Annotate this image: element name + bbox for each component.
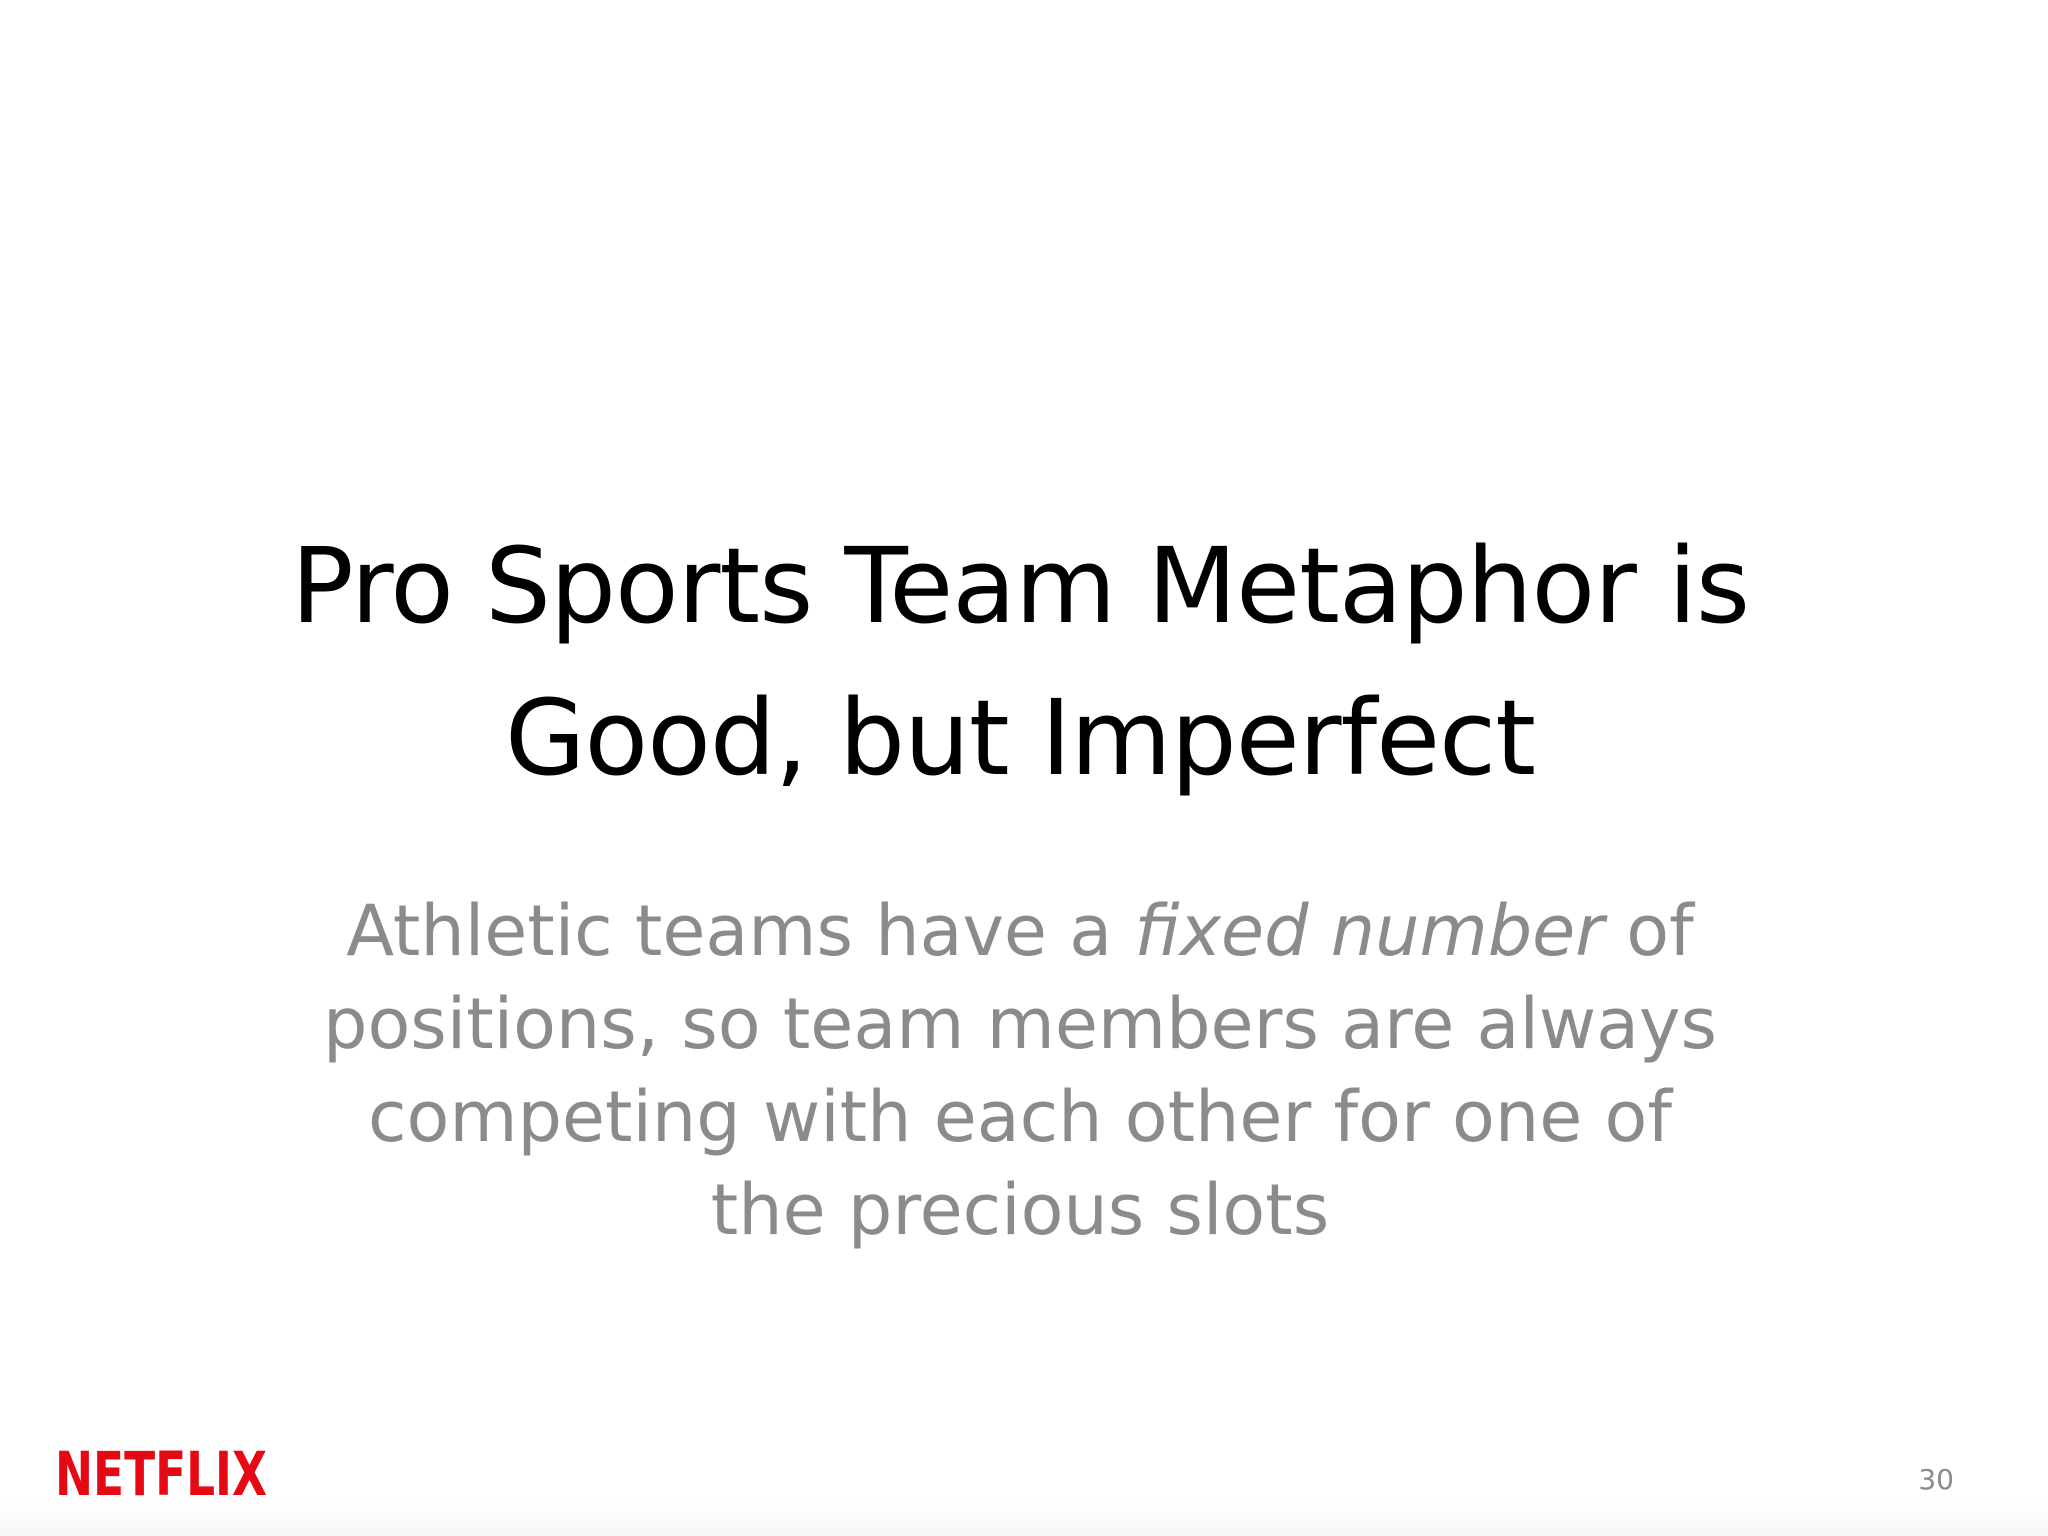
body-line-1: Athletic teams have a fixed number of [300, 885, 1740, 978]
body-emphasis: fixed number [1134, 890, 1604, 972]
body-line-3: competing with each other for one of [368, 1076, 1672, 1158]
slide-title-line-1: Pro Sports Team Metaphor is [290, 525, 1750, 647]
page-number: 30 [1918, 1463, 1954, 1496]
slide-body: Athletic teams have a fixed number of po… [300, 885, 1740, 1257]
netflix-logo: NETFLIX [55, 1440, 267, 1502]
body-line-4: the precious slots [710, 1169, 1330, 1251]
slide-title-line-2: Good, but Imperfect [504, 677, 1536, 799]
netflix-logo-text: NETFLIX [55, 1440, 267, 1502]
slide-bottom-band [0, 1500, 2048, 1536]
body-line-1-end: of [1603, 890, 1694, 972]
body-line-1-start: Athletic teams have a [346, 890, 1135, 972]
body-line-2: positions, so team members are always [323, 983, 1717, 1065]
slide-title: Pro Sports Team Metaphor is Good, but Im… [220, 510, 1820, 814]
